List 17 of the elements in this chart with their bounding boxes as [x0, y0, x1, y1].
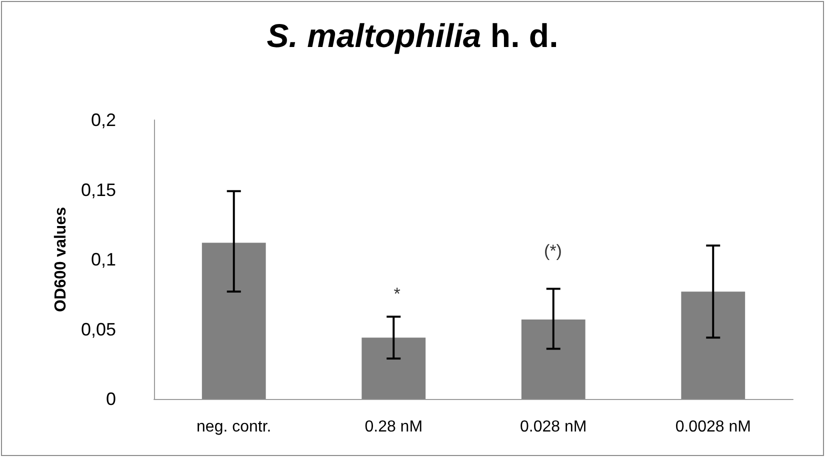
- y-tick-label: 0,1: [90, 250, 116, 270]
- y-tick-label: 0,05: [80, 319, 116, 340]
- bar: [521, 319, 586, 399]
- y-axis-title: OD600 values: [52, 206, 70, 312]
- annotation: *: [394, 284, 401, 304]
- y-tick-label: 0: [106, 389, 116, 409]
- chart-title: S. maltophilia h. d.: [266, 17, 558, 54]
- bar: [202, 242, 266, 399]
- x-tick-label: 0.0028 nM: [675, 418, 751, 436]
- x-tick-label: 0.28 nM: [364, 418, 423, 436]
- x-tick-label: 0.028 nM: [520, 418, 587, 436]
- bar: [681, 292, 746, 399]
- y-tick-label: 0,15: [80, 180, 116, 200]
- annotation: (*): [544, 242, 562, 260]
- bar: [362, 338, 426, 399]
- y-tick-label: 0,2: [90, 110, 116, 130]
- x-tick-label: neg. contr.: [196, 418, 272, 436]
